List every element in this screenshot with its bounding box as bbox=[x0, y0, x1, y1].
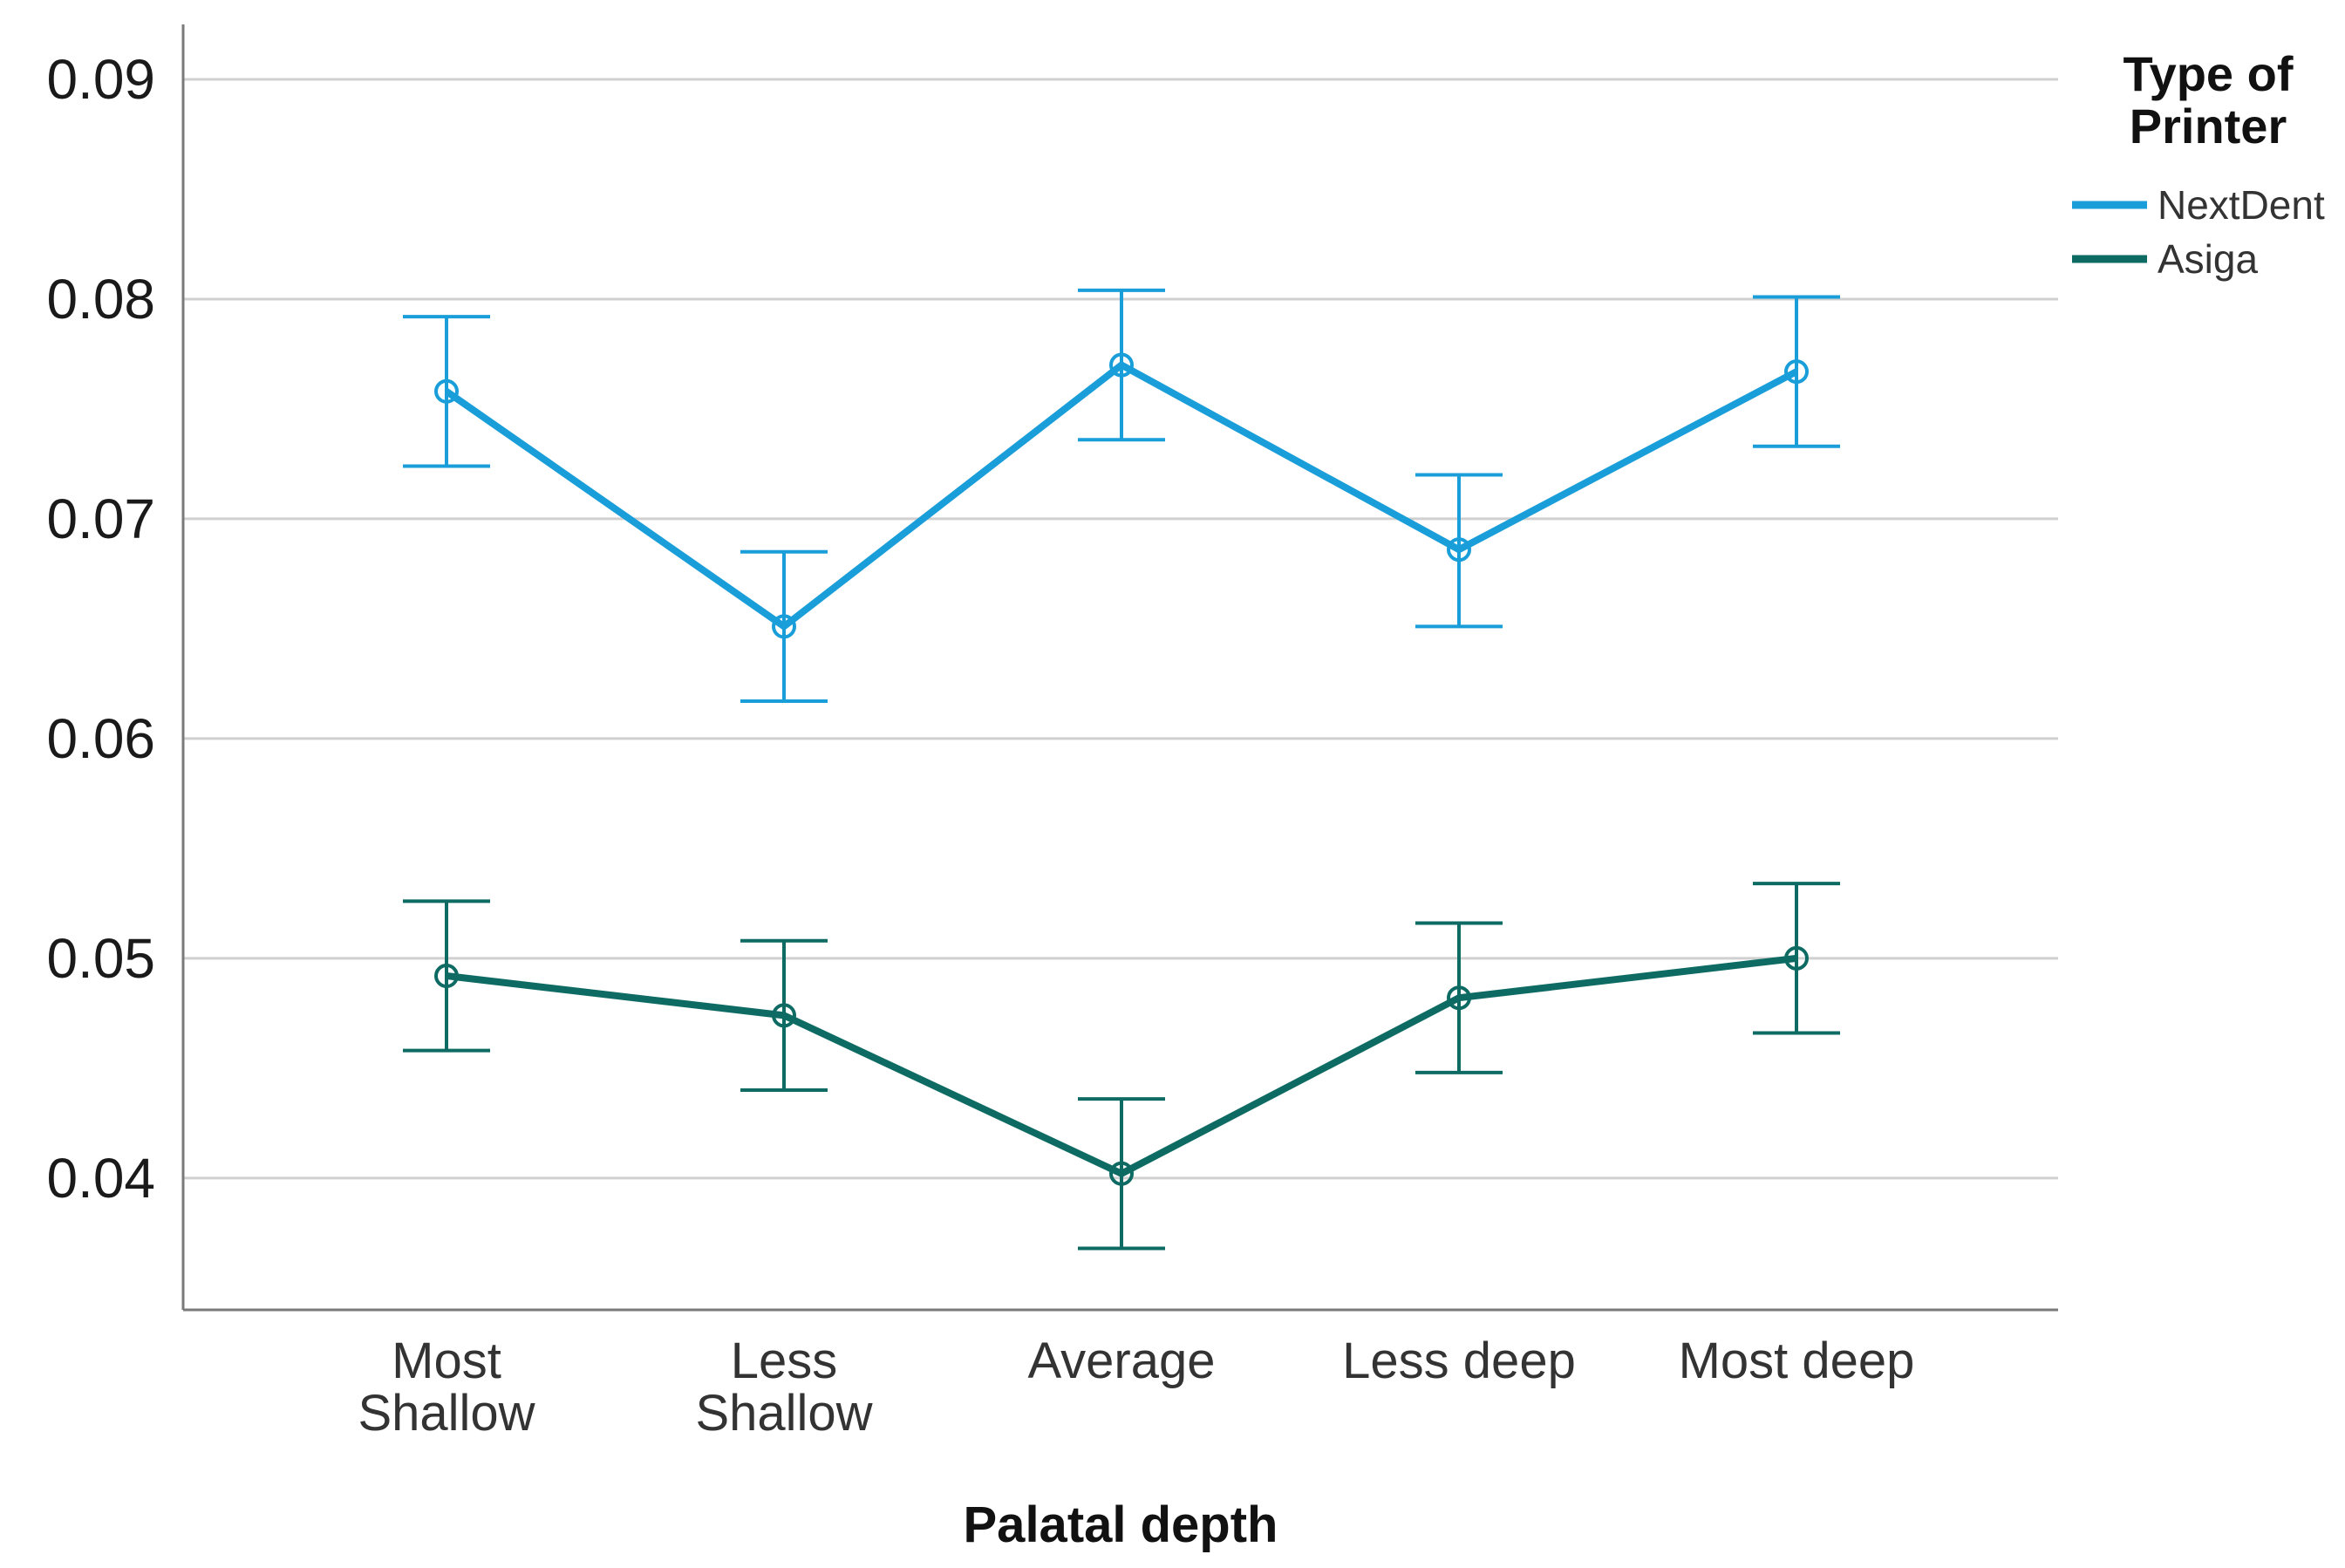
y-tick-label: 0.06 bbox=[46, 707, 155, 770]
y-tick-labels: 0.04 0.05 0.06 0.07 0.08 0.09 bbox=[46, 48, 155, 1210]
x-axis-title: Palatal depth bbox=[964, 1496, 1278, 1553]
legend-title: Printer bbox=[2130, 99, 2287, 153]
data-point bbox=[434, 964, 459, 989]
legend-label: Asiga bbox=[2158, 236, 2258, 282]
data-point bbox=[1784, 945, 1809, 971]
x-tick-label: Most bbox=[392, 1333, 501, 1389]
x-tick-label: Less deep bbox=[1342, 1333, 1576, 1389]
data-point bbox=[772, 1003, 796, 1028]
data-point bbox=[1109, 1161, 1134, 1186]
series-group bbox=[403, 288, 1840, 1251]
x-tick-label: Shallow bbox=[695, 1385, 873, 1442]
x-tick-label: Most deep bbox=[1679, 1333, 1915, 1389]
data-point bbox=[1109, 352, 1134, 378]
y-tick-label: 0.08 bbox=[46, 268, 155, 331]
x-tick-label: Average bbox=[1028, 1333, 1216, 1389]
series-asiga bbox=[403, 882, 1840, 1251]
grid-lines bbox=[183, 78, 2058, 1180]
y-tick-label: 0.04 bbox=[46, 1147, 155, 1210]
x-tick-label: Less bbox=[731, 1333, 838, 1389]
axes bbox=[181, 24, 2058, 1312]
data-point bbox=[1447, 537, 1471, 562]
y-tick-label: 0.07 bbox=[46, 487, 155, 550]
data-point bbox=[772, 614, 796, 639]
y-tick-label: 0.09 bbox=[46, 48, 155, 111]
data-point bbox=[434, 378, 459, 404]
legend-label: NextDent bbox=[2158, 182, 2325, 228]
series-nextdent bbox=[403, 288, 1840, 704]
series-line bbox=[444, 361, 1798, 631]
data-point bbox=[1784, 359, 1809, 385]
y-tick-label: 0.05 bbox=[46, 927, 155, 990]
data-point bbox=[1447, 985, 1471, 1011]
series-line bbox=[446, 954, 1797, 1177]
x-tick-label: Shallow bbox=[358, 1385, 535, 1442]
legend-title: Type of bbox=[2123, 46, 2294, 101]
